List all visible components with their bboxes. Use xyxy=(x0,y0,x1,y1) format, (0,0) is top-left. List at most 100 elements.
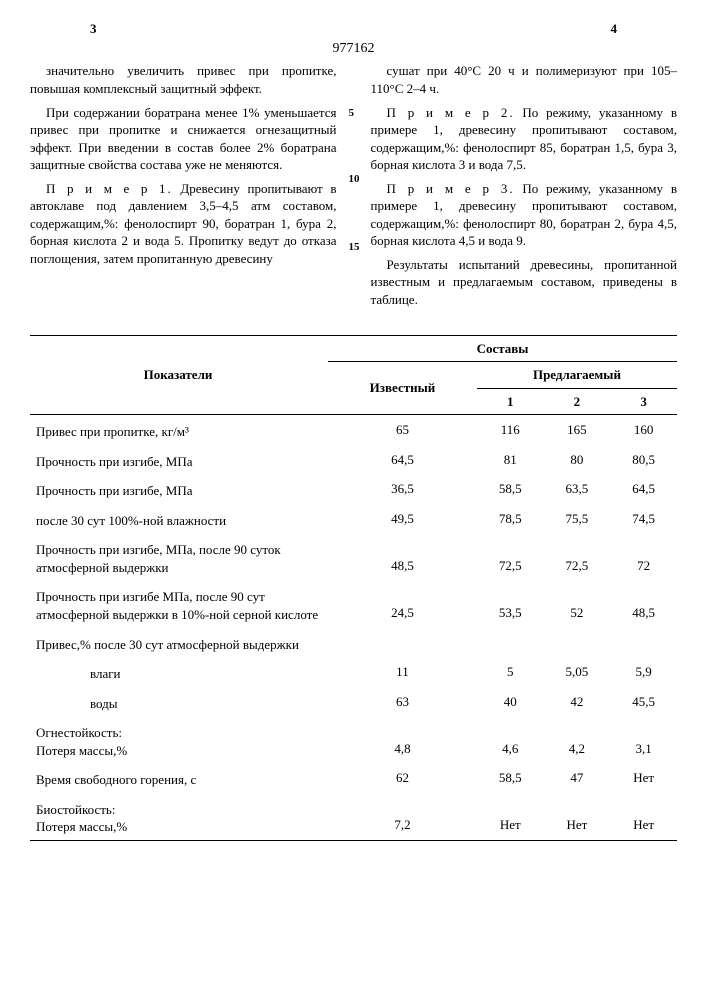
patent-number: 977162 xyxy=(30,40,677,59)
header-col-3: 3 xyxy=(610,388,677,415)
table-cell: 40 xyxy=(477,687,544,717)
table-cell: 4,8 xyxy=(328,716,477,763)
table-cell: 47 xyxy=(544,763,611,793)
table-row: Прочность при изгибе, МПа, после 90 суто… xyxy=(30,533,677,580)
header-known: Известный xyxy=(328,362,477,415)
table-cell: 36,5 xyxy=(328,474,477,504)
paragraph: П р и м е р 3. По режиму, указанному в п… xyxy=(371,180,678,250)
paragraph: сушат при 40°С 20 ч и полимеризуют при 1… xyxy=(371,62,678,97)
paragraph: значительно увеличить привес при пропитк… xyxy=(30,62,337,97)
table-cell: 63,5 xyxy=(544,474,611,504)
table-cell: 7,2 xyxy=(328,793,477,841)
header-col-1: 1 xyxy=(477,388,544,415)
results-table: Показатели Составы Известный Предлагаемы… xyxy=(30,335,677,841)
table-cell: 3,1 xyxy=(610,716,677,763)
row-label: Огнестойкость: Потеря массы,% xyxy=(30,716,328,763)
table-header: Показатели Составы Известный Предлагаемы… xyxy=(30,335,677,415)
table-cell: 72,5 xyxy=(477,533,544,580)
table-cell: 74,5 xyxy=(610,504,677,534)
table-row: Время свободного горения, с6258,547Нет xyxy=(30,763,677,793)
table-cell: 4,2 xyxy=(544,716,611,763)
table-cell: 48,5 xyxy=(328,533,477,580)
table-cell: Нет xyxy=(610,793,677,841)
table-cell: 58,5 xyxy=(477,474,544,504)
line-number: 10 xyxy=(349,172,360,187)
table-row: Прочность при изгибе, МПа36,558,563,564,… xyxy=(30,474,677,504)
table-cell: Нет xyxy=(544,793,611,841)
table-cell: 52 xyxy=(544,580,611,627)
table-row: влаги1155,055,9 xyxy=(30,657,677,687)
row-label: Прочность при изгибе, МПа xyxy=(30,474,328,504)
paragraph: При содержании боратрана менее 1% уменьш… xyxy=(30,104,337,174)
table-row: после 30 сут 100%-ной влажности49,578,57… xyxy=(30,504,677,534)
table-cell: 64,5 xyxy=(610,474,677,504)
example-label: П р и м е р 3. xyxy=(387,181,515,196)
table-cell: 78,5 xyxy=(477,504,544,534)
table-cell: 80 xyxy=(544,445,611,475)
page-header: 3 4 xyxy=(30,20,677,38)
row-label: Прочность при изгибе МПа, после 90 сут а… xyxy=(30,580,328,627)
table-cell: 75,5 xyxy=(544,504,611,534)
table-cell: 80,5 xyxy=(610,445,677,475)
line-number: 5 xyxy=(349,106,355,121)
row-label: после 30 сут 100%-ной влажности xyxy=(30,504,328,534)
table-cell xyxy=(544,628,611,658)
paragraph: Результаты испытаний древесины, пропитан… xyxy=(371,256,678,309)
table-cell: 72 xyxy=(610,533,677,580)
table-cell: 62 xyxy=(328,763,477,793)
row-label: Привес при пропитке, кг/м³ xyxy=(30,415,328,445)
right-column: сушат при 40°С 20 ч и полимеризуют при 1… xyxy=(371,62,678,314)
table-cell: 65 xyxy=(328,415,477,445)
table-cell: 72,5 xyxy=(544,533,611,580)
table-row: Привес,% после 30 сут атмосферной выдерж… xyxy=(30,628,677,658)
table-cell xyxy=(610,628,677,658)
table-body: Привес при пропитке, кг/м³65116165160Про… xyxy=(30,415,677,841)
table-cell: 5 xyxy=(477,657,544,687)
table-row: Прочность при изгибе МПа, после 90 сут а… xyxy=(30,580,677,627)
paragraph: П р и м е р 2. По режиму, указанному в п… xyxy=(371,104,678,174)
table-cell: 64,5 xyxy=(328,445,477,475)
table-cell: 49,5 xyxy=(328,504,477,534)
table-row: Биостойкость: Потеря массы,%7,2НетНетНет xyxy=(30,793,677,841)
table-cell: 160 xyxy=(610,415,677,445)
table-cell: 5,05 xyxy=(544,657,611,687)
header-proposed: Предлагаемый xyxy=(477,362,677,389)
col-number-left: 3 xyxy=(90,20,97,38)
line-number: 15 xyxy=(349,240,360,255)
row-label: Время свободного горения, с xyxy=(30,763,328,793)
example-label: П р и м е р 2. xyxy=(387,105,515,120)
row-label: Прочность при изгибе, МПа xyxy=(30,445,328,475)
table-cell: 58,5 xyxy=(477,763,544,793)
left-column: значительно увеличить привес при пропитк… xyxy=(30,62,337,314)
table-cell xyxy=(328,628,477,658)
table-cell: Нет xyxy=(610,763,677,793)
table-row: Привес при пропитке, кг/м³65116165160 xyxy=(30,415,677,445)
example-label: П р и м е р 1. xyxy=(46,181,173,196)
table-cell: 45,5 xyxy=(610,687,677,717)
row-label: влаги xyxy=(30,657,328,687)
table-cell: 81 xyxy=(477,445,544,475)
table-row: Прочность при изгибе, МПа64,5818080,5 xyxy=(30,445,677,475)
table-cell: Нет xyxy=(477,793,544,841)
table-cell: 165 xyxy=(544,415,611,445)
table-cell xyxy=(477,628,544,658)
table-row: Огнестойкость: Потеря массы,%4,84,64,23,… xyxy=(30,716,677,763)
row-label: Биостойкость: Потеря массы,% xyxy=(30,793,328,841)
header-indicators: Показатели xyxy=(30,335,328,415)
gutter: 5 10 15 xyxy=(349,62,359,314)
header-col-2: 2 xyxy=(544,388,611,415)
table-cell: 24,5 xyxy=(328,580,477,627)
paragraph: П р и м е р 1. Древесину пропитывают в а… xyxy=(30,180,337,268)
table-cell: 42 xyxy=(544,687,611,717)
row-label: Прочность при изгибе, МПа, после 90 суто… xyxy=(30,533,328,580)
table-cell: 116 xyxy=(477,415,544,445)
col-number-right: 4 xyxy=(611,20,618,38)
table-cell: 53,5 xyxy=(477,580,544,627)
table-row: воды63404245,5 xyxy=(30,687,677,717)
text-columns: значительно увеличить привес при пропитк… xyxy=(30,62,677,314)
table-cell: 48,5 xyxy=(610,580,677,627)
table-cell: 11 xyxy=(328,657,477,687)
row-label: Привес,% после 30 сут атмосферной выдерж… xyxy=(30,628,328,658)
table-cell: 5,9 xyxy=(610,657,677,687)
table-cell: 63 xyxy=(328,687,477,717)
